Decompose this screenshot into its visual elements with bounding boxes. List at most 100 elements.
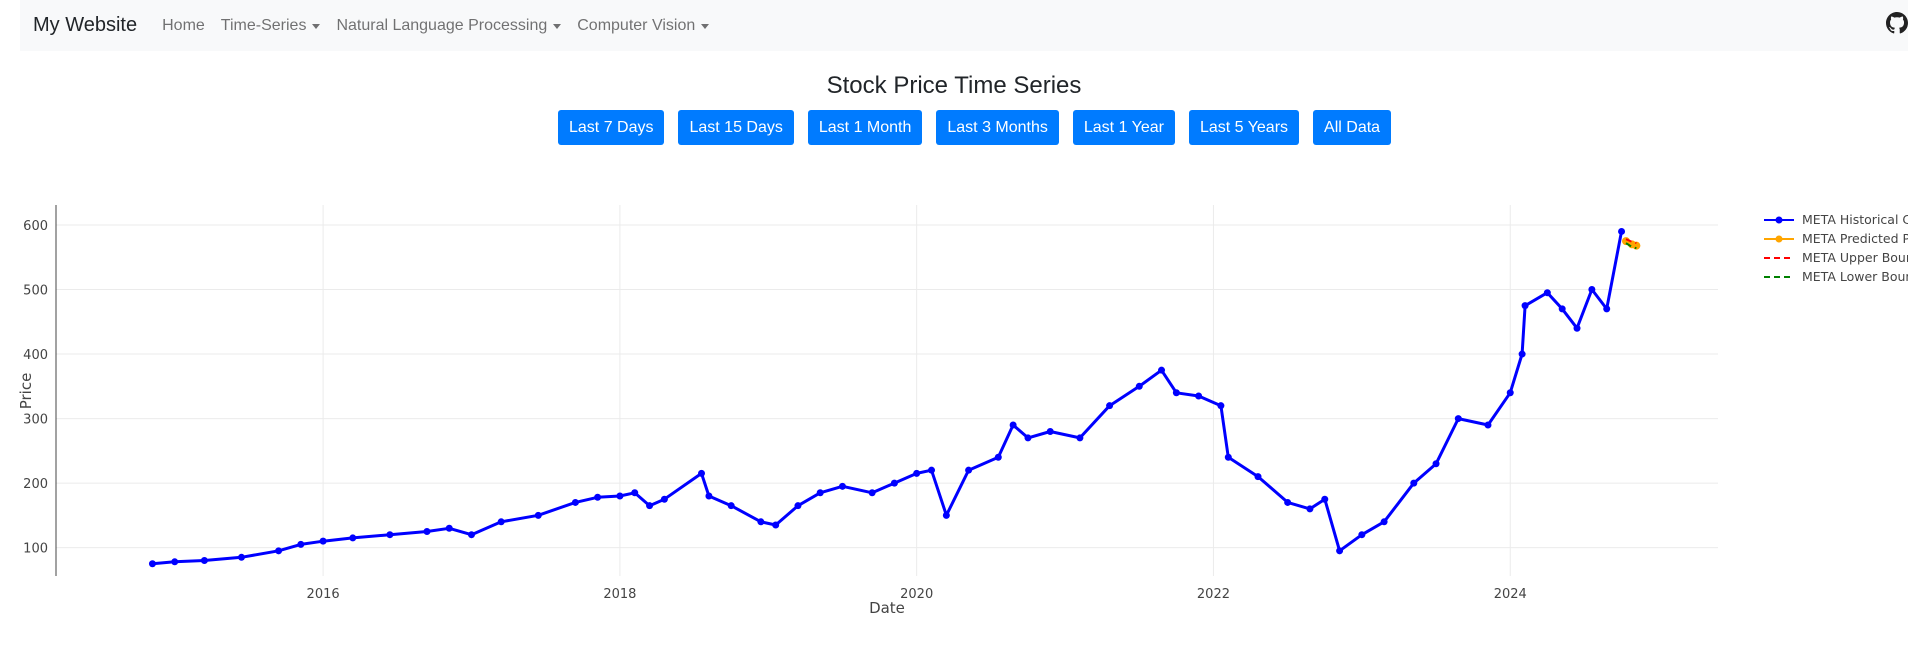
legend-marker: [1775, 216, 1783, 224]
data-point: [1135, 382, 1143, 390]
data-point: [994, 453, 1002, 461]
caret-down-icon: [312, 24, 321, 29]
data-point: [1158, 366, 1166, 374]
nav-time-series-dropdown[interactable]: Time-Series: [221, 17, 321, 35]
data-point: [386, 531, 394, 539]
data-point: [1217, 402, 1225, 410]
data-point: [757, 518, 765, 526]
legend-label[interactable]: META Lower Bound: [1802, 269, 1908, 284]
nav-nlp-dropdown[interactable]: Natural Language Processing: [336, 17, 562, 35]
x-axis-label: Date: [869, 599, 905, 617]
data-point: [349, 534, 357, 542]
github-icon[interactable]: [1886, 12, 1908, 34]
data-point: [1521, 302, 1529, 310]
data-point: [468, 531, 475, 539]
data-point: [275, 547, 283, 555]
chart-grid: [56, 205, 1718, 576]
x-tick-label: 2022: [1197, 587, 1230, 602]
legend-label[interactable]: META Predicted Price: [1802, 231, 1908, 246]
data-point: [816, 489, 824, 497]
price-chart[interactable]: 100 200 300 400 500 600 2016 2018 2020 2022 2024 D…: [0, 190, 1908, 630]
data-point: [890, 479, 898, 487]
data-point: [1254, 473, 1262, 481]
data-point: [698, 469, 706, 477]
data-point: [705, 492, 713, 500]
nav-computer-vision-dropdown[interactable]: Computer Vision: [577, 17, 710, 35]
data-point: [1573, 324, 1581, 332]
all-data-button[interactable]: All Data: [1313, 110, 1392, 145]
legend-label[interactable]: META Historical Close: [1802, 212, 1908, 227]
data-point: [1432, 460, 1440, 468]
data-point: [1410, 479, 1418, 487]
last-5-years-button[interactable]: Last 5 Years: [1188, 110, 1300, 145]
legend-label[interactable]: META Upper Bound: [1802, 250, 1908, 265]
data-point: [148, 560, 156, 568]
y-tick-label: 300: [23, 413, 48, 428]
chart-legend[interactable]: META Historical Close META Predicted Pric…: [1764, 212, 1908, 284]
data-point: [1224, 453, 1232, 461]
data-point: [497, 518, 505, 526]
y-tick-label: 200: [23, 477, 48, 492]
data-point: [1106, 402, 1114, 410]
data-point: [237, 553, 245, 561]
data-point: [1306, 505, 1314, 513]
data-point: [1484, 421, 1492, 429]
last-1-month-button[interactable]: Last 1 Month: [807, 110, 923, 145]
data-point: [660, 495, 668, 503]
data-point: [1076, 434, 1084, 442]
y-tick-label: 400: [23, 348, 48, 363]
y-axis-label: Price: [17, 373, 35, 410]
data-point: [1506, 389, 1514, 397]
last-7-days-button[interactable]: Last 7 Days: [558, 110, 665, 145]
data-point: [200, 557, 208, 565]
data-point: [1195, 392, 1203, 400]
data-point: [631, 489, 639, 497]
y-tick-label: 100: [23, 542, 48, 557]
data-point: [1618, 227, 1626, 235]
axis-ticks: 100 200 300 400 500 600 2016 2018 2020 2022 2024: [23, 219, 1527, 602]
data-point: [772, 521, 780, 529]
x-tick-label: 2024: [1494, 587, 1527, 602]
data-point: [1024, 434, 1032, 442]
data-point: [297, 540, 305, 548]
series-line: [1625, 238, 1637, 245]
data-point: [1009, 421, 1017, 429]
data-point: [1358, 531, 1366, 539]
data-point: [1380, 518, 1388, 526]
last-3-months-button[interactable]: Last 3 Months: [936, 110, 1059, 145]
page-title: Stock Price Time Series: [826, 72, 1082, 99]
data-point: [171, 558, 179, 566]
last-1-year-button[interactable]: Last 1 Year: [1072, 110, 1175, 145]
navbar: My Website Home Time-Series Natural Lang…: [20, 0, 1908, 51]
data-point: [646, 502, 654, 510]
navbar-brand[interactable]: My Website: [33, 14, 138, 36]
data-point: [794, 502, 802, 510]
nav-home[interactable]: Home: [162, 16, 205, 34]
y-tick-label: 600: [23, 219, 48, 234]
caret-down-icon: [553, 24, 562, 29]
legend-marker: [1775, 235, 1783, 243]
data-point: [1046, 427, 1054, 435]
data-point: [1588, 286, 1596, 294]
data-point: [838, 482, 846, 490]
x-tick-label: 2020: [900, 587, 933, 602]
data-point: [534, 511, 542, 519]
data-point: [868, 489, 876, 497]
data-point: [1336, 547, 1344, 555]
data-point: [423, 527, 431, 535]
series-line: [152, 231, 1623, 566]
x-tick-label: 2016: [307, 587, 340, 602]
series-line: [1625, 242, 1637, 250]
data-point: [571, 498, 579, 506]
last-15-days-button[interactable]: Last 15 Days: [678, 110, 794, 145]
caret-down-icon: [701, 24, 710, 29]
data-point: [1454, 415, 1462, 423]
data-point: [1632, 241, 1641, 250]
data-point: [1543, 289, 1551, 297]
data-point: [942, 511, 950, 519]
x-tick-label: 2018: [603, 587, 636, 602]
range-button-group: Last 7 Days Last 15 Days Last 1 Month La…: [558, 110, 1392, 145]
data-point: [913, 469, 921, 477]
data-point: [965, 466, 973, 474]
series-layer: [148, 227, 1641, 568]
